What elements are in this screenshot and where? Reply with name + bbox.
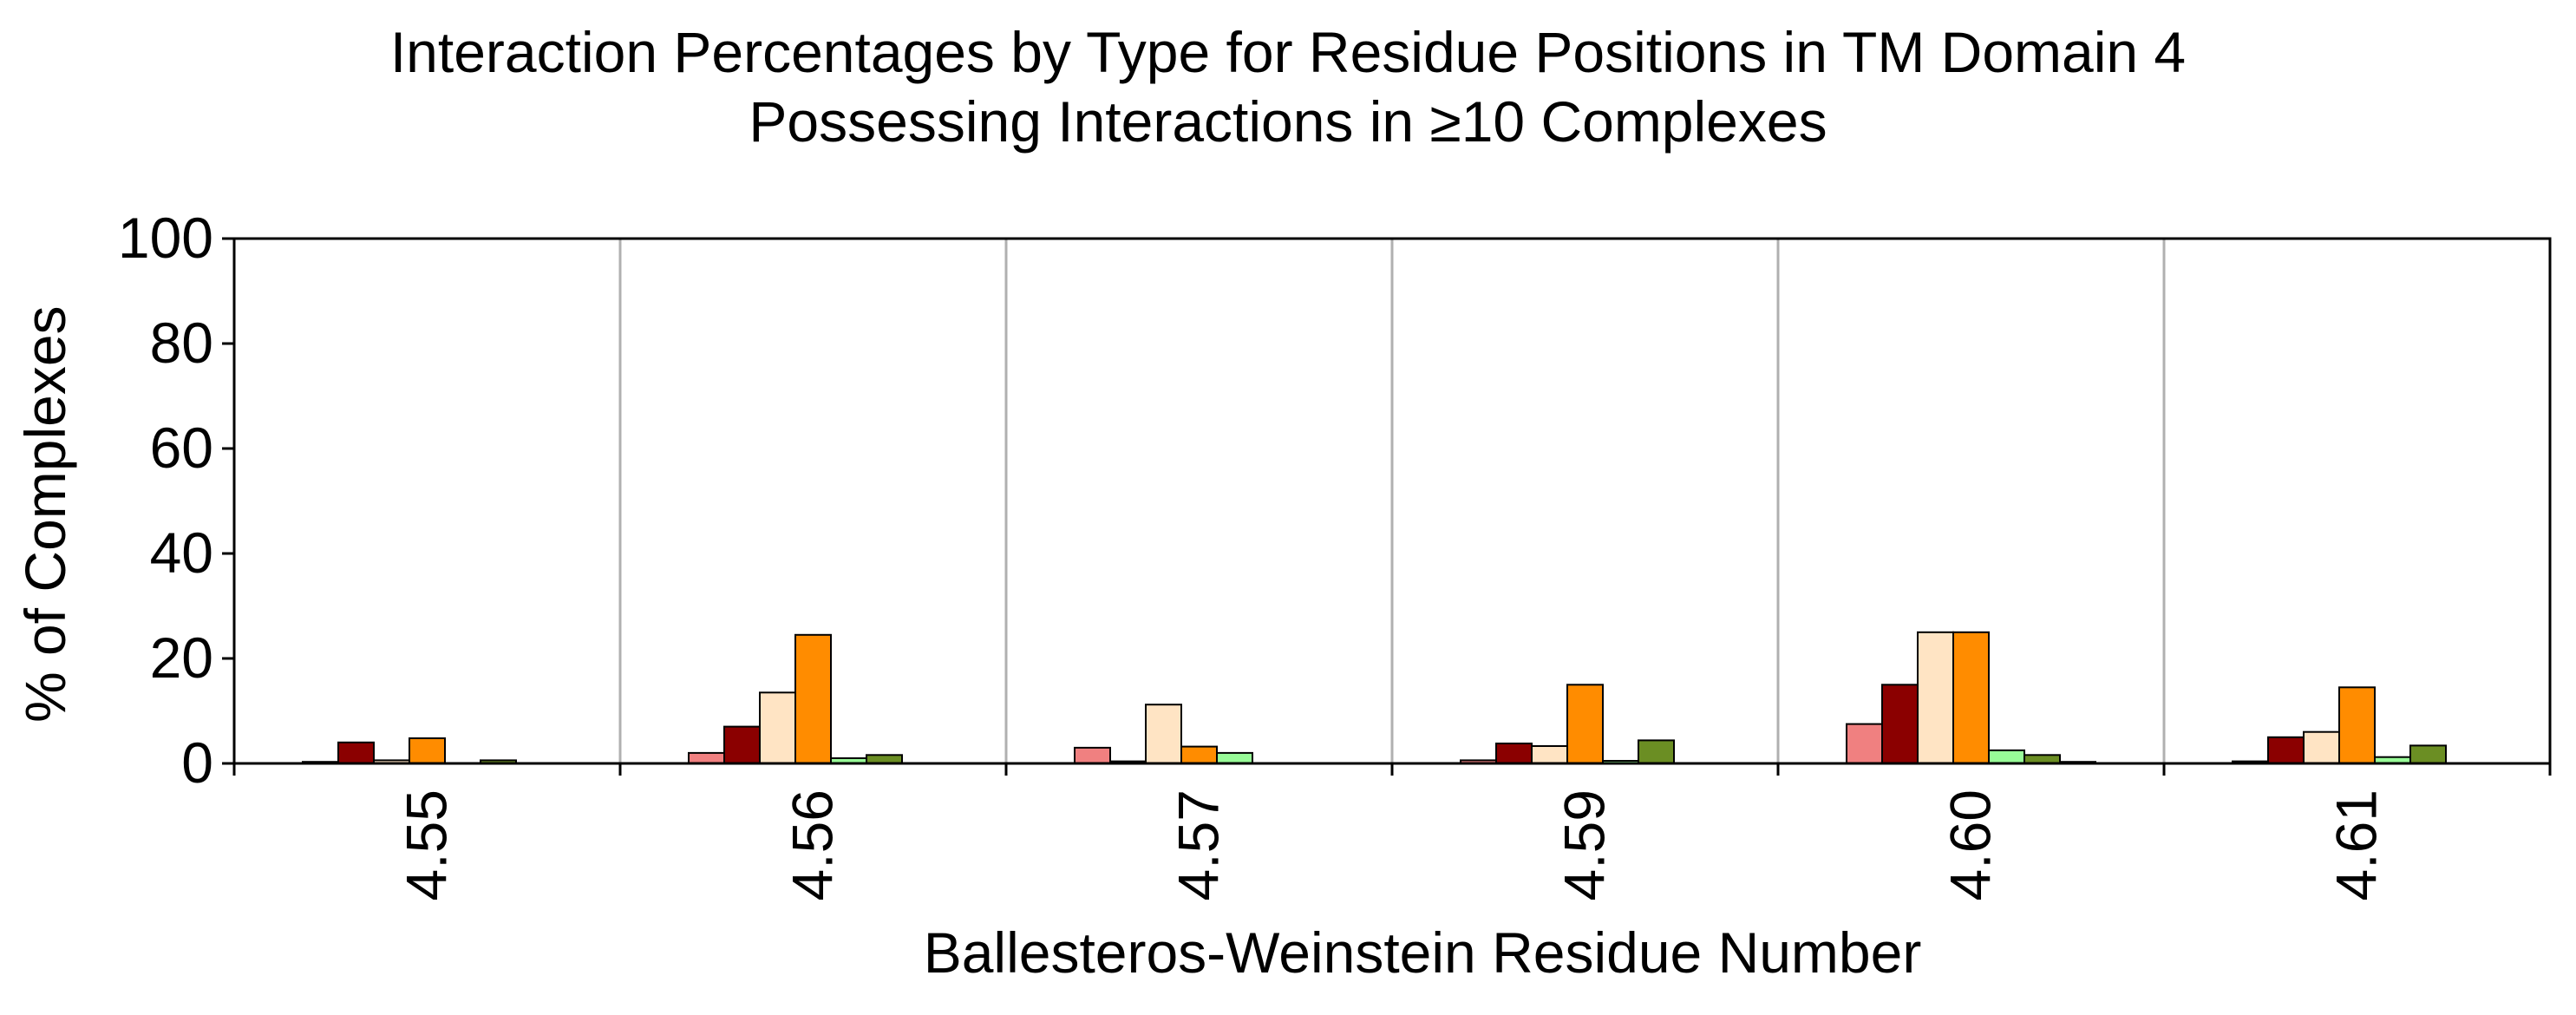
bar-4.61-series-6 [2410,745,2446,763]
y-tick-label: 20 [150,625,213,690]
bar-4.61-series-2 [2268,737,2304,763]
bar-4.57-series-4 [1181,747,1217,763]
bar-4.57-series-1 [1075,748,1110,763]
bar-4.59-series-6 [1638,740,1674,763]
bar-4.55-series-2 [338,743,374,763]
x-tick-label-4.61: 4.61 [2324,789,2389,900]
x-tick-label-4.56: 4.56 [781,789,845,900]
bar-4.57-series-3 [1146,704,1181,763]
bar-4.60-series-4 [1953,632,1989,763]
y-tick-label: 80 [150,311,213,375]
bar-4.56-series-4 [795,635,831,763]
x-tick-label-4.60: 4.60 [1939,789,2003,900]
bar-4.59-series-2 [1496,743,1532,763]
bar-4.56-series-3 [760,692,795,763]
x-tick-label-4.59: 4.59 [1553,789,1617,900]
bar-4.61-series-4 [2339,687,2375,763]
y-tick-label: 60 [150,416,213,480]
bar-4.59-series-4 [1567,684,1603,763]
x-axis-label: Ballesteros-Weinstein Residue Number [0,920,2576,986]
bar-4.61-series-3 [2304,732,2339,763]
bar-4.60-series-2 [1882,684,1918,763]
bar-4.60-series-3 [1918,632,1953,763]
y-tick-label: 0 [181,730,213,795]
bar-4.60-series-5 [1989,750,2024,763]
y-axis-label: % of Complexes [12,376,78,723]
bar-4.59-series-3 [1532,746,1567,763]
x-tick-label-4.57: 4.57 [1167,789,1231,900]
bar-4.56-series-2 [724,727,760,763]
bar-4.55-series-4 [409,738,445,763]
y-tick-label: 100 [118,206,213,270]
y-tick-label: 40 [150,521,213,585]
bar-4.60-series-1 [1847,724,1882,763]
bar-4.56-series-1 [689,753,724,763]
bar-4.57-series-5 [1217,753,1252,763]
x-tick-label-4.55: 4.55 [395,789,459,900]
